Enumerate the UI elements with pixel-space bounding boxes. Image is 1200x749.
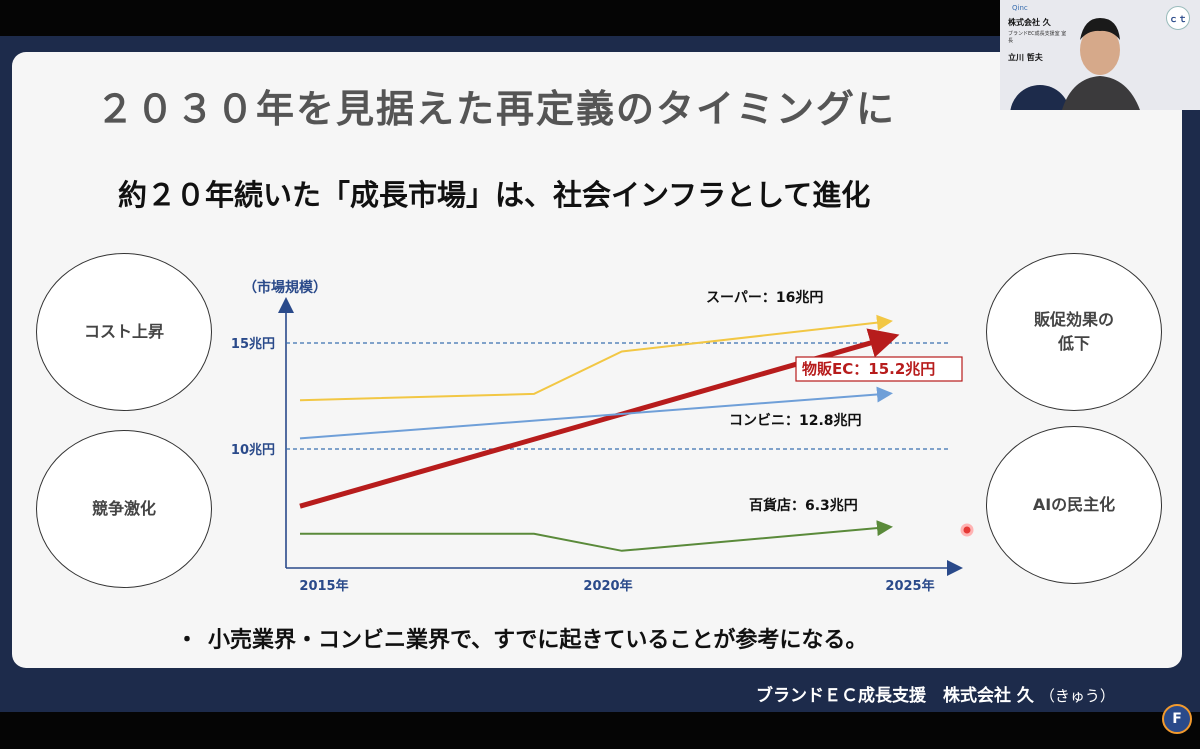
series-line-百貨店 — [300, 520, 893, 552]
webcam-role: ブランドEC成長支援室 室長 — [1008, 31, 1067, 44]
y-axis-label: （市場規模） — [243, 279, 327, 296]
slide-title: ２０３０年を見据えた再定義のタイミングに — [96, 87, 897, 131]
slide-canvas — [12, 52, 1182, 668]
bullet-text: 小売業界・コンビニ業界で、すでに起きていることが参考になる。 — [208, 628, 868, 653]
bullet-point: ・小売業界・コンビニ業界で、すでに起きていることが参考になる。 — [176, 622, 867, 654]
bottom-letterbox — [0, 712, 1200, 749]
webcam-person-name: 立川 哲夫 — [1008, 53, 1043, 62]
circle-promo-line2: 低下 — [1057, 334, 1090, 353]
x-tick-label: 2015年 — [299, 578, 348, 594]
x-tick-label: 2025年 — [885, 578, 934, 594]
series-line-スーパー — [299, 314, 893, 402]
f-app-button[interactable]: F — [1162, 704, 1192, 734]
circle-cost-rise: コスト上昇 — [36, 253, 212, 411]
circle-promo-effect: 販促効果の 低下 — [986, 253, 1162, 411]
footer-reading: （きゅう） — [1039, 687, 1115, 705]
circle-competition: 競争激化 — [36, 430, 212, 588]
bullet-marker: ・ — [176, 628, 199, 653]
slide-subtitle: 約２０年続いた「成長市場」は、社会インフラとして進化 — [118, 178, 871, 212]
circle-promo-line1: 販促効果の — [1033, 310, 1114, 329]
circle-competition-label: 競争激化 — [91, 499, 156, 518]
webcam-brand: Qinc — [1012, 4, 1028, 12]
footer-company: ブランドＥＣ成長支援 株式会社 久 — [756, 686, 1034, 706]
circle-cost-rise-label: コスト上昇 — [83, 322, 164, 341]
ct-logo-icon: ｃｔ — [1166, 6, 1190, 30]
circle-ai-democratization: AIの民主化 — [986, 426, 1162, 584]
y-tick-label: 15兆円 — [231, 336, 275, 352]
laser-pointer-icon — [960, 523, 974, 537]
series-label-box — [795, 356, 963, 382]
series-line-物販EC — [299, 328, 900, 509]
series-label-百貨店: 百貨店：6.3兆円 — [749, 497, 858, 514]
series-label-物販EC: 物販EC：15.2兆円 — [802, 360, 935, 378]
x-tick-label: 2020年 — [583, 578, 632, 594]
y-tick-label: 10兆円 — [231, 442, 275, 458]
footer-brand: ブランドＥＣ成長支援 株式会社 久 （きゅう） — [756, 681, 1115, 706]
webcam-company: 株式会社 久 — [1008, 18, 1051, 27]
circle-ai-label: AIの民主化 — [1032, 495, 1116, 514]
series-line-コンビニ — [299, 386, 893, 440]
series-label-コンビニ: コンビニ：12.8兆円 — [729, 413, 862, 429]
series-label-スーパー: スーパー：16兆円 — [706, 290, 823, 306]
presenter-webcam[interactable]: Qinc 株式会社 久 ブランドEC成長支援室 室長 立川 哲夫 ｃｔ — [1000, 0, 1200, 110]
